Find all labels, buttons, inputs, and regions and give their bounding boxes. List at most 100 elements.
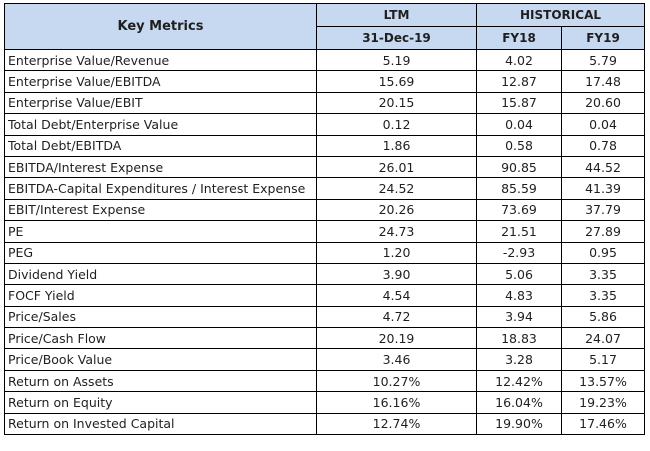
fy18-value-cell: 15.87 <box>476 91 562 115</box>
table-row: Price/Sales 4.72 3.94 5.86 <box>4 305 646 329</box>
fy19-value-cell: 19.23% <box>560 391 646 414</box>
fy18-header: FY18 <box>476 26 562 50</box>
fy19-value-cell: 0.04 <box>560 113 646 136</box>
key-metrics-table: Key Metrics LTM HISTORICAL 31-Dec-19 FY1… <box>4 3 646 436</box>
fy19-value-cell: 0.95 <box>560 241 646 264</box>
ltm-value-cell: 20.15 <box>316 91 477 115</box>
metric-label-cell: Return on Assets <box>4 369 317 393</box>
fy19-value-cell: 27.89 <box>560 220 646 243</box>
fy18-value-cell: 90.85 <box>476 155 562 179</box>
fy19-value-cell: 17.48 <box>560 70 646 93</box>
ltm-date-header: 31-Dec-19 <box>316 26 477 50</box>
fy18-value-cell: 18.83 <box>476 327 562 350</box>
fy19-value-cell: 0.78 <box>560 134 646 157</box>
fy18-value-cell: 73.69 <box>476 198 562 222</box>
ltm-value-cell: 1.20 <box>316 241 477 264</box>
fy18-value-cell: -2.93 <box>476 241 562 264</box>
fy19-value-cell: 3.35 <box>560 262 646 286</box>
fy19-value-cell: 44.52 <box>560 155 646 179</box>
table-row: Total Debt/EBITDA 1.86 0.58 0.78 <box>4 134 646 157</box>
ltm-value-cell: 24.73 <box>316 220 477 243</box>
metric-label-cell: FOCF Yield <box>4 284 317 307</box>
table-row: EBITDA-Capital Expenditures / Interest E… <box>4 177 646 200</box>
table-body: Enterprise Value/Revenue 5.19 4.02 5.79 Ente… <box>4 48 646 436</box>
table-row: EBITDA/Interest Expense 26.01 90.85 44.52 <box>4 155 646 179</box>
table-row: Enterprise Value/EBITDA 15.69 12.87 17.48 <box>4 70 646 93</box>
ltm-value-cell: 4.54 <box>316 284 477 307</box>
metric-label-cell: EBITDA-Capital Expenditures / Interest E… <box>4 177 317 200</box>
table-header: Key Metrics LTM HISTORICAL 31-Dec-19 FY1… <box>4 3 646 50</box>
table-row: Price/Cash Flow 20.19 18.83 24.07 <box>4 327 646 350</box>
metric-label-cell: EBITDA/Interest Expense <box>4 155 317 179</box>
fy18-value-cell: 0.04 <box>476 113 562 136</box>
table-row: Enterprise Value/Revenue 5.19 4.02 5.79 <box>4 48 646 72</box>
fy18-value-cell: 3.94 <box>476 305 562 329</box>
ltm-value-cell: 12.74% <box>316 412 477 436</box>
table-row: Price/Book Value 3.46 3.28 5.17 <box>4 348 646 371</box>
table-row: Return on Invested Capital 12.74% 19.90% 17… <box>4 412 646 436</box>
fy19-value-cell: 5.86 <box>560 305 646 329</box>
fy18-value-cell: 4.83 <box>476 284 562 307</box>
fy18-value-cell: 0.58 <box>476 134 562 157</box>
fy18-value-cell: 16.04% <box>476 391 562 414</box>
fy18-value-cell: 3.28 <box>476 348 562 371</box>
metric-label-cell: Return on Invested Capital <box>4 412 317 436</box>
fy19-value-cell: 41.39 <box>560 177 646 200</box>
table-row: Return on Assets 10.27% 12.42% 13.57% <box>4 369 646 393</box>
ltm-header: LTM <box>316 3 477 27</box>
fy18-value-cell: 4.02 <box>476 48 562 72</box>
metric-label-cell: Price/Cash Flow <box>4 327 317 350</box>
header-row-2: 31-Dec-19 FY18 FY19 <box>5 26 646 50</box>
fy19-header: FY19 <box>560 26 646 50</box>
ltm-value-cell: 16.16% <box>316 391 477 414</box>
metric-label-cell: Dividend Yield <box>4 262 317 286</box>
fy18-value-cell: 21.51 <box>476 220 562 243</box>
fy19-value-cell: 5.17 <box>560 348 646 371</box>
metric-label-cell: EBIT/Interest Expense <box>4 198 317 222</box>
fy18-value-cell: 5.06 <box>476 262 562 286</box>
ltm-value-cell: 1.86 <box>316 134 477 157</box>
ltm-value-cell: 3.90 <box>316 262 477 286</box>
table-row: Enterprise Value/EBIT 20.15 15.87 20.60 <box>4 91 646 115</box>
table-row: PE 24.73 21.51 27.89 <box>4 220 646 243</box>
metric-label-cell: Enterprise Value/Revenue <box>4 48 317 72</box>
metric-label-cell: Total Debt/EBITDA <box>4 134 317 157</box>
fy18-value-cell: 19.90% <box>476 412 562 436</box>
ltm-value-cell: 0.12 <box>316 113 477 136</box>
ltm-value-cell: 20.19 <box>316 327 477 350</box>
fy19-value-cell: 37.79 <box>560 198 646 222</box>
fy18-value-cell: 12.87 <box>476 70 562 93</box>
fy19-value-cell: 13.57% <box>560 369 646 393</box>
fy18-value-cell: 85.59 <box>476 177 562 200</box>
fy19-value-cell: 5.79 <box>560 48 646 72</box>
table-row: EBIT/Interest Expense 20.26 73.69 37.79 <box>4 198 646 222</box>
ltm-value-cell: 24.52 <box>316 177 477 200</box>
ltm-value-cell: 10.27% <box>316 369 477 393</box>
table-row: Total Debt/Enterprise Value 0.12 0.04 0.04 <box>4 113 646 136</box>
fy19-value-cell: 24.07 <box>560 327 646 350</box>
metric-label-cell: Price/Book Value <box>4 348 317 371</box>
fy19-value-cell: 17.46% <box>560 412 646 436</box>
table-row: Return on Equity 16.16% 16.04% 19.23% <box>4 391 646 414</box>
metric-label-cell: PEG <box>4 241 317 264</box>
metric-label-cell: PE <box>4 220 317 243</box>
ltm-value-cell: 20.26 <box>316 198 477 222</box>
metric-label-cell: Enterprise Value/EBITDA <box>4 70 317 93</box>
fy19-value-cell: 3.35 <box>560 284 646 307</box>
table-row: PEG 1.20 -2.93 0.95 <box>4 241 646 264</box>
table-row: Dividend Yield 3.90 5.06 3.35 <box>4 262 646 286</box>
header-row-1: Key Metrics LTM HISTORICAL <box>4 3 646 50</box>
fy18-value-cell: 12.42% <box>476 369 562 393</box>
key-metrics-header: Key Metrics <box>4 3 317 50</box>
ltm-value-cell: 26.01 <box>316 155 477 179</box>
metric-label-cell: Return on Equity <box>4 391 317 414</box>
ltm-value-cell: 15.69 <box>316 70 477 93</box>
historical-header: HISTORICAL <box>475 3 646 27</box>
key-metrics-table-container: Key Metrics LTM HISTORICAL 31-Dec-19 FY1… <box>4 3 646 436</box>
fy19-value-cell: 20.60 <box>560 91 646 115</box>
metric-label-cell: Enterprise Value/EBIT <box>4 91 317 115</box>
ltm-value-cell: 3.46 <box>316 348 477 371</box>
ltm-value-cell: 5.19 <box>316 48 477 72</box>
table-row: FOCF Yield 4.54 4.83 3.35 <box>4 284 646 307</box>
metric-label-cell: Price/Sales <box>4 305 317 329</box>
